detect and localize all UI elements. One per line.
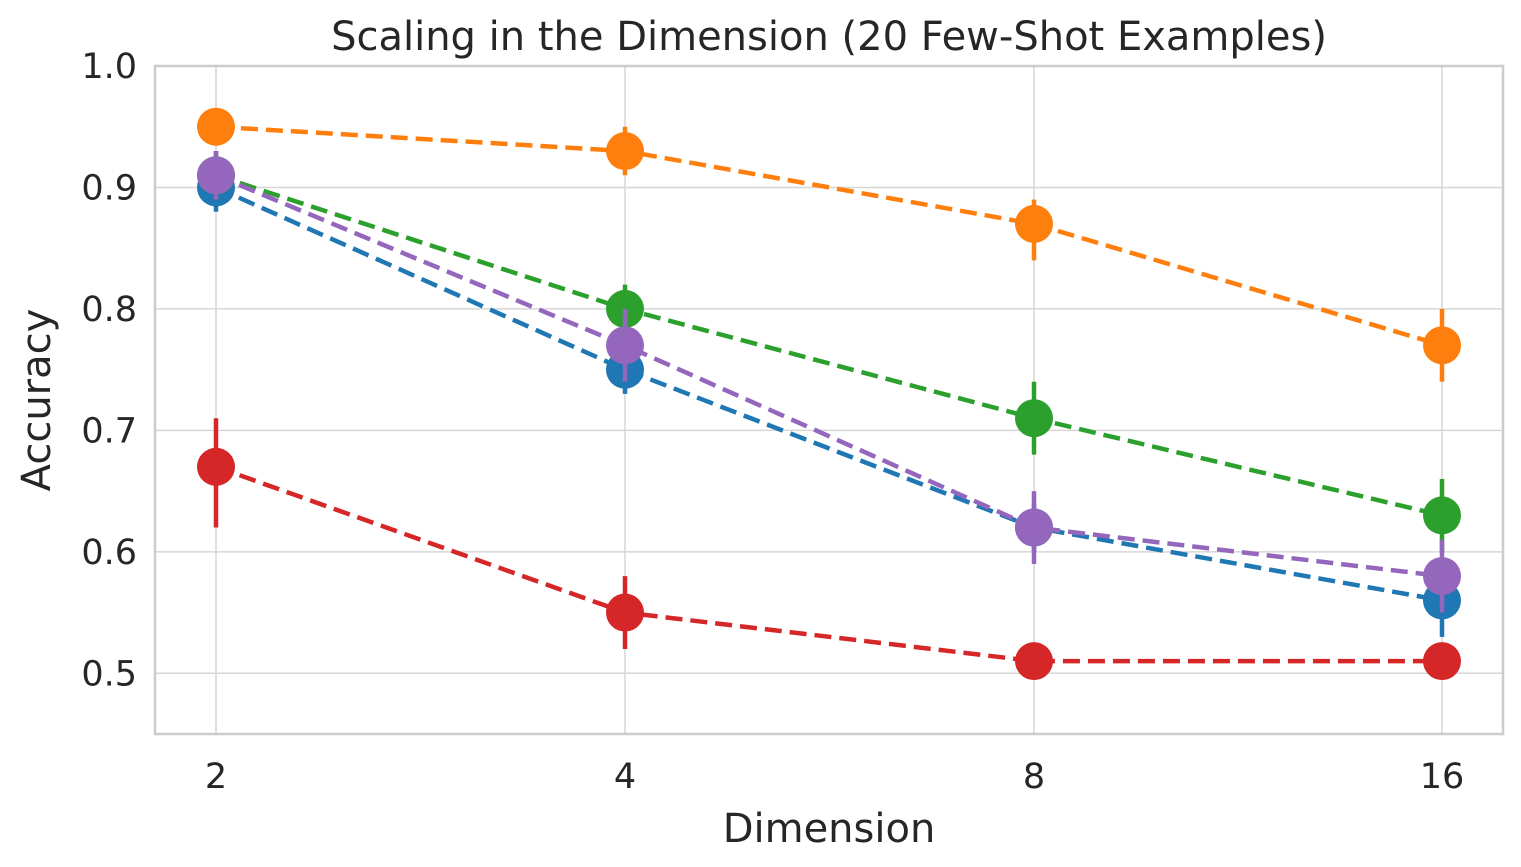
- data-point: [606, 132, 644, 171]
- x-tick-label: 8: [1023, 757, 1045, 797]
- data-point: [1423, 496, 1461, 535]
- series-0: [197, 163, 1461, 637]
- data-point: [606, 326, 644, 365]
- data-point: [197, 156, 235, 195]
- data-point: [1015, 204, 1053, 243]
- series-line: [215, 173, 1443, 518]
- series-line: [215, 173, 1443, 579]
- series-4: [197, 151, 1461, 613]
- series-3: [197, 418, 1461, 681]
- data-point: [197, 447, 235, 486]
- x-tick-label: 16: [1420, 757, 1465, 797]
- data-point: [1015, 399, 1053, 438]
- data-point: [606, 593, 644, 632]
- y-axis-label: Accuracy: [14, 309, 60, 492]
- data-point: [1423, 326, 1461, 365]
- y-tick-label: 0.8: [81, 290, 137, 330]
- x-tick-label: 4: [614, 757, 636, 797]
- series-2: [197, 151, 1461, 552]
- series-line: [215, 464, 1442, 664]
- series-line: [215, 124, 1443, 348]
- x-tick-label: 2: [205, 757, 227, 797]
- series-layer: [197, 107, 1461, 681]
- data-point: [1015, 508, 1053, 547]
- plot-frame: [153, 64, 1505, 736]
- data-point: [1015, 642, 1053, 681]
- y-tick-label: 0.9: [81, 168, 137, 208]
- x-axis-ticks: 2 4 8 16: [205, 757, 1464, 797]
- data-point: [1423, 642, 1461, 681]
- y-tick-label: 0.7: [81, 411, 137, 451]
- chart-title: Scaling in the Dimension (20 Few-Shot Ex…: [331, 14, 1327, 60]
- grid: [155, 65, 1503, 734]
- series-1: [197, 107, 1461, 382]
- y-tick-label: 1.0: [81, 47, 137, 87]
- x-axis-label: Dimension: [723, 806, 936, 852]
- y-axis-ticks: 0.5 0.6 0.7 0.8 0.9 1.0: [81, 47, 137, 694]
- y-tick-label: 0.5: [81, 654, 137, 694]
- series-line: [215, 185, 1443, 603]
- y-tick-label: 0.6: [81, 533, 137, 573]
- data-point: [197, 107, 235, 146]
- data-point: [1423, 557, 1461, 596]
